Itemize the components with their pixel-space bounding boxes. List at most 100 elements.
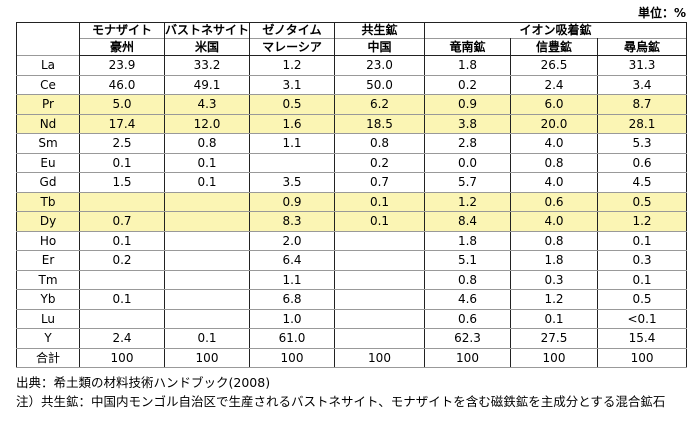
value-cell: 0.6	[510, 191, 598, 212]
unit-label: 単位：%	[637, 6, 686, 20]
element-label: Lu	[16, 308, 80, 329]
value-cell: 8.4	[424, 211, 511, 232]
value-cell: 0.2	[79, 250, 165, 271]
value-cell: 0.3	[510, 269, 598, 290]
value-cell: 0.9	[424, 94, 511, 115]
group-header: モナザイト	[79, 22, 165, 39]
element-label: Ce	[16, 74, 80, 95]
value-cell: 0.0	[424, 152, 511, 173]
value-cell: 100	[164, 347, 250, 368]
value-cell: 20.0	[510, 113, 598, 134]
data-row: Sm 2.5 0.8 1.1 0.8 2.8 4.0 5.3	[16, 133, 688, 154]
value-cell: 3.5	[249, 172, 335, 193]
value-cell: 0.8	[510, 152, 598, 173]
value-cell: 8.7	[596, 94, 688, 115]
value-cell: 2.0	[249, 230, 335, 251]
value-cell: 46.0	[79, 74, 165, 95]
value-cell: 28.1	[596, 113, 688, 134]
value-cell: 2.4	[79, 328, 165, 349]
element-label: Eu	[16, 152, 80, 173]
value-cell: 4.0	[510, 211, 598, 232]
value-cell	[334, 269, 425, 290]
value-cell	[164, 211, 250, 232]
value-cell: 100	[79, 347, 165, 368]
element-label: 合計	[16, 347, 80, 368]
data-row: Pr 5.0 4.3 0.5 6.2 0.9 6.0 8.7	[16, 94, 688, 115]
element-label: Sm	[16, 133, 80, 154]
value-cell: 33.2	[164, 55, 250, 76]
value-cell	[79, 308, 165, 329]
value-cell: 4.3	[164, 94, 250, 115]
value-cell: 0.1	[334, 191, 425, 212]
column-header: 豪州	[79, 38, 165, 56]
value-cell: 0.3	[596, 250, 688, 271]
value-cell: 0.5	[596, 191, 688, 212]
value-cell	[334, 328, 425, 349]
value-cell	[249, 152, 335, 173]
data-row: Yb 0.1 6.8 4.6 1.2 0.5	[16, 289, 688, 310]
value-cell	[334, 308, 425, 329]
value-cell: 0.8	[424, 269, 511, 290]
group-row: モナザイト バストネサイト ゼノタイム 共生鉱 イオン吸着鉱	[16, 22, 688, 56]
value-cell: 5.1	[424, 250, 511, 271]
value-cell: 1.0	[249, 308, 335, 329]
value-cell: 2.4	[510, 74, 598, 95]
value-cell: 0.1	[334, 211, 425, 232]
note: 注）共生鉱：中国内モンゴル自治区で生産されるバストネサイト、モナザイトを含む磁鉄…	[16, 394, 666, 409]
value-cell: 0.6	[424, 308, 511, 329]
group-header: バストネサイト	[164, 22, 250, 39]
data-row: Tm 1.1 0.8 0.3 0.1	[16, 269, 688, 290]
element-label: La	[16, 55, 80, 76]
value-cell: 12.0	[164, 113, 250, 134]
value-cell: 5.3	[596, 133, 688, 154]
value-cell: 0.7	[334, 172, 425, 193]
data-row: Dy 0.7 8.3 0.1 8.4 4.0 1.2	[16, 211, 688, 232]
value-cell: 18.5	[334, 113, 425, 134]
value-cell: 50.0	[334, 74, 425, 95]
value-cell: 0.5	[596, 289, 688, 310]
value-cell: 0.8	[334, 133, 425, 154]
ree-table: モナザイト バストネサイト ゼノタイム 共生鉱 イオン吸着鉱 豪州 米国 マレーシア 中国 竜南鉱…	[16, 22, 688, 368]
value-cell: 6.4	[249, 250, 335, 271]
value-cell: 31.3	[596, 55, 688, 76]
value-cell	[79, 191, 165, 212]
value-cell: <0.1	[596, 308, 688, 329]
value-cell: 1.6	[249, 113, 335, 134]
value-cell: 1.2	[249, 55, 335, 76]
value-cell: 1.5	[79, 172, 165, 193]
value-cell: 4.0	[510, 133, 598, 154]
element-label: Tm	[16, 269, 80, 290]
value-cell: 1.8	[424, 55, 511, 76]
value-cell: 0.8	[510, 230, 598, 251]
value-cell: 0.7	[79, 211, 165, 232]
element-label: Tb	[16, 191, 80, 212]
element-label: Dy	[16, 211, 80, 232]
notes: 出典：希土類の材料技術ハンドブック(2008) 注）共生鉱：中国内モンゴル自治区で…	[16, 373, 688, 411]
element-label: Y	[16, 328, 80, 349]
value-cell: 0.1	[79, 289, 165, 310]
value-cell: 100	[249, 347, 335, 368]
value-cell: 5.7	[424, 172, 511, 193]
value-cell: 0.2	[334, 152, 425, 173]
value-cell	[164, 191, 250, 212]
value-cell: 4.6	[424, 289, 511, 310]
element-label: Yb	[16, 289, 80, 310]
element-label: Ho	[16, 230, 80, 251]
value-cell	[164, 269, 250, 290]
value-cell: 0.5	[249, 94, 335, 115]
data-row: Tb 0.9 0.1 1.2 0.6 0.5	[16, 191, 688, 212]
value-cell: 0.9	[249, 191, 335, 212]
data-row: Ce 46.0 49.1 3.1 50.0 0.2 2.4 3.4	[16, 74, 688, 95]
value-cell: 1.1	[249, 269, 335, 290]
value-cell: 2.8	[424, 133, 511, 154]
value-cell: 0.1	[164, 172, 250, 193]
value-cell: 0.2	[424, 74, 511, 95]
value-cell: 0.1	[164, 152, 250, 173]
data-row: Eu 0.1 0.1 0.2 0.0 0.8 0.6	[16, 152, 688, 173]
value-cell: 0.1	[79, 230, 165, 251]
value-cell: 62.3	[424, 328, 511, 349]
value-cell: 6.0	[510, 94, 598, 115]
value-cell	[164, 289, 250, 310]
value-cell	[334, 289, 425, 310]
